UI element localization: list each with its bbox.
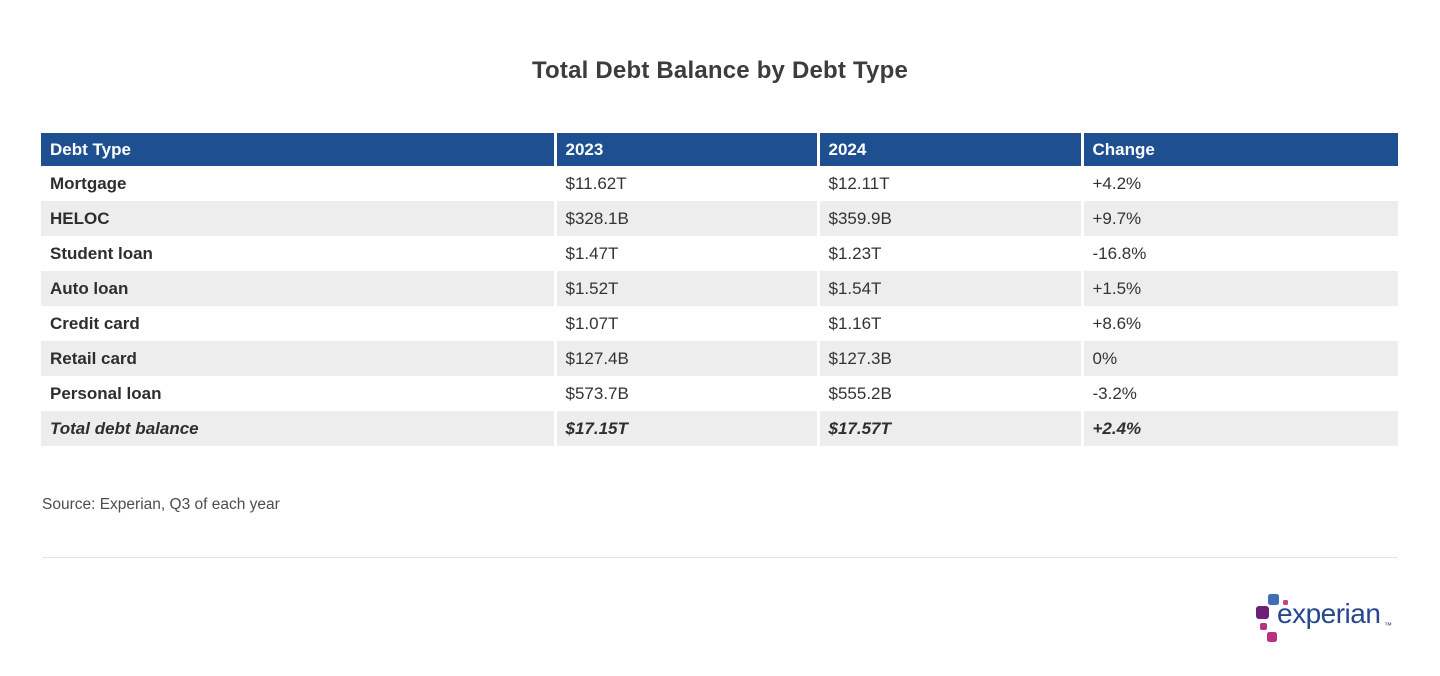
table-row: Retail card $127.4B $127.3B 0% — [41, 341, 1398, 376]
debt-type-cell: Credit card — [50, 313, 140, 333]
column-header-debt-type: Debt Type — [41, 133, 555, 166]
table-row: Student loan $1.47T $1.23T -16.8% — [41, 236, 1398, 271]
logo-square-purple-icon — [1256, 606, 1269, 619]
experian-logo: experian ™ — [1256, 592, 1392, 654]
debt-table-container: Debt Type 2023 2024 Change Mortgage $11.… — [41, 133, 1398, 446]
table-row: HELOC $328.1B $359.9B +9.7% — [41, 201, 1398, 236]
table-header-row: Debt Type 2023 2024 Change — [41, 133, 1398, 166]
value-2024-cell: $17.57T — [816, 411, 1082, 446]
table-row: Personal loan $573.7B $555.2B -3.2% — [41, 376, 1398, 411]
value-2023-cell: $573.7B — [553, 376, 818, 411]
column-header-change: Change — [1080, 133, 1398, 166]
change-cell: 0% — [1080, 341, 1398, 376]
value-2023-cell: $17.15T — [553, 411, 818, 446]
change-cell: +8.6% — [1080, 306, 1398, 341]
source-note: Source: Experian, Q3 of each year — [42, 496, 280, 513]
trademark-symbol: ™ — [1384, 621, 1392, 630]
change-cell: +2.4% — [1080, 411, 1398, 446]
change-cell: +1.5% — [1080, 271, 1398, 306]
debt-type-cell: Student loan — [50, 243, 153, 263]
column-header-2024: 2024 — [816, 133, 1082, 166]
experian-logo-wordmark: experian — [1277, 598, 1381, 629]
value-2023-cell: $127.4B — [553, 341, 818, 376]
value-2024-cell: $12.11T — [816, 166, 1082, 201]
value-2024-cell: $1.23T — [816, 236, 1082, 271]
page-title: Total Debt Balance by Debt Type — [531, 57, 909, 84]
value-2024-cell: $555.2B — [816, 376, 1082, 411]
logo-square-pink-small-icon — [1283, 600, 1288, 605]
table-row-total: Total debt balance $17.15T $17.57T +2.4% — [41, 411, 1398, 446]
debt-type-cell: Auto loan — [41, 271, 555, 306]
change-cell: -16.8% — [1080, 236, 1398, 271]
value-2023-cell: $1.07T — [553, 306, 818, 341]
debt-table: Debt Type 2023 2024 Change Mortgage $11.… — [41, 133, 1398, 446]
debt-type-cell: Mortgage — [50, 173, 127, 193]
logo-square-magenta-icon — [1267, 632, 1277, 642]
value-2023-cell: $1.52T — [553, 271, 818, 306]
horizontal-divider — [42, 557, 1398, 558]
change-cell: +4.2% — [1080, 166, 1398, 201]
change-cell: +9.7% — [1080, 201, 1398, 236]
debt-type-cell: Personal loan — [50, 383, 162, 403]
column-header-2023: 2023 — [553, 133, 818, 166]
value-2023-cell: $328.1B — [553, 201, 818, 236]
change-cell: -3.2% — [1080, 376, 1398, 411]
debt-type-cell: Retail card — [41, 341, 555, 376]
debt-type-cell: HELOC — [41, 201, 555, 236]
debt-type-cell: Total debt balance — [41, 411, 555, 446]
table-row: Credit card $1.07T $1.16T +8.6% — [41, 306, 1398, 341]
table-row: Auto loan $1.52T $1.54T +1.5% — [41, 271, 1398, 306]
logo-square-blue-icon — [1268, 594, 1279, 605]
value-2023-cell: $1.47T — [553, 236, 818, 271]
table-row: Mortgage $11.62T $12.11T +4.2% — [41, 166, 1398, 201]
value-2024-cell: $127.3B — [816, 341, 1082, 376]
value-2024-cell: $1.54T — [816, 271, 1082, 306]
value-2023-cell: $11.62T — [553, 166, 818, 201]
value-2024-cell: $359.9B — [816, 201, 1082, 236]
logo-square-magenta-small-icon — [1260, 623, 1267, 630]
value-2024-cell: $1.16T — [816, 306, 1082, 341]
